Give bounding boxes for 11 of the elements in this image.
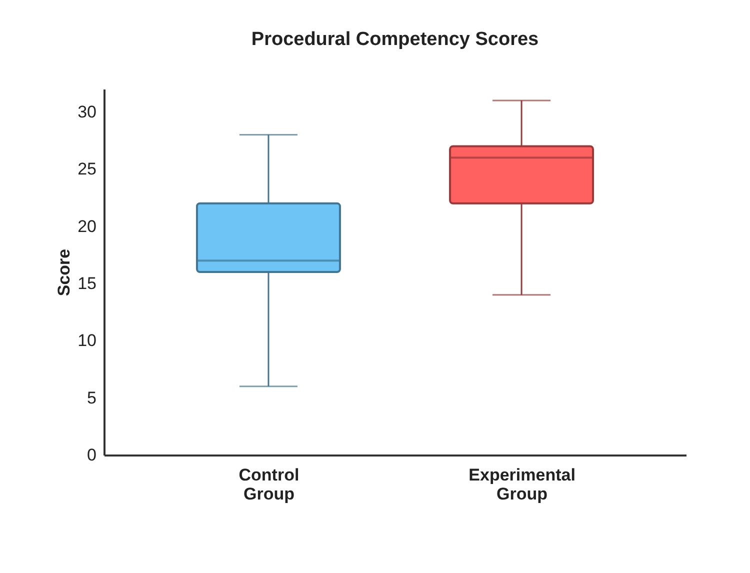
y-tick-label: 10 bbox=[78, 331, 96, 350]
y-tick-label: 0 bbox=[87, 446, 96, 464]
y-tick-label: 30 bbox=[78, 102, 96, 122]
y-axis-title: Score bbox=[54, 248, 74, 296]
x-tick-label: Experimental Group bbox=[468, 466, 576, 504]
y-tick-label: 20 bbox=[78, 216, 96, 236]
y-tick-label: 25 bbox=[78, 160, 96, 179]
chart-title: Procedural Competency Scores bbox=[251, 29, 539, 50]
x-tick-label: Control Group bbox=[238, 466, 300, 504]
y-tick-label: 15 bbox=[78, 274, 96, 293]
y-tick-label: 5 bbox=[87, 388, 96, 408]
